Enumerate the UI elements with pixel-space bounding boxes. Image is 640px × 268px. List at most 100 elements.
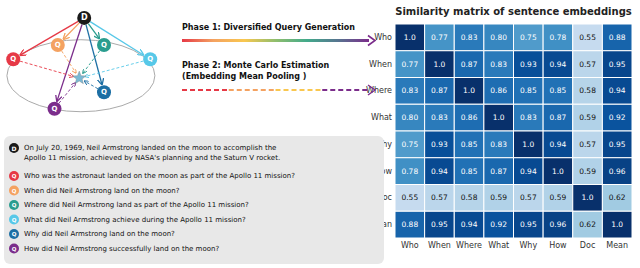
cell-label: 0.57 bbox=[431, 193, 448, 202]
cell-label: 0.92 bbox=[490, 220, 507, 229]
cell bbox=[484, 211, 514, 238]
y-tick-label: What bbox=[371, 113, 392, 122]
cell bbox=[425, 211, 455, 238]
dashed-arrow bbox=[85, 61, 143, 77]
x-tick-label: Where bbox=[456, 241, 482, 250]
cell-label: 0.94 bbox=[550, 60, 567, 69]
question-text: Who was the astronaut landed on the moon… bbox=[24, 172, 295, 180]
cell bbox=[454, 211, 484, 238]
cell-label: 0.95 bbox=[520, 220, 537, 229]
question-text: When did Neil Armstrong land on the moon… bbox=[24, 187, 180, 195]
cell-label: 0.85 bbox=[461, 140, 478, 149]
cell bbox=[602, 104, 632, 131]
cell bbox=[543, 131, 573, 158]
cell bbox=[484, 185, 514, 212]
node-label: Q bbox=[12, 202, 17, 208]
cell-label: 0.58 bbox=[461, 193, 478, 202]
phase-text: (Embedding Mean Pooling ) bbox=[182, 72, 306, 81]
phase-arrow bbox=[182, 89, 229, 91]
cell bbox=[484, 104, 514, 131]
cell bbox=[425, 78, 455, 105]
cell bbox=[543, 211, 573, 238]
cell-label: 0.96 bbox=[609, 167, 626, 176]
cell-label: 0.75 bbox=[520, 33, 537, 42]
cell bbox=[395, 51, 425, 78]
cell-label: 0.87 bbox=[550, 113, 567, 122]
dashed-arrow bbox=[83, 51, 100, 74]
cell-label: 0.59 bbox=[579, 167, 596, 176]
cell-label: 1.0 bbox=[433, 60, 445, 69]
cell bbox=[454, 185, 484, 212]
dashed-arrow bbox=[62, 51, 76, 73]
cell bbox=[602, 185, 632, 212]
cell bbox=[425, 24, 455, 51]
cell bbox=[514, 185, 544, 212]
node-label: Q bbox=[101, 88, 107, 96]
cell-label: 0.59 bbox=[550, 193, 567, 202]
doc-text: Apollo 11 mission, achieved by NASA's pl… bbox=[24, 154, 280, 162]
cell bbox=[454, 24, 484, 51]
mean-star bbox=[73, 71, 86, 84]
cell bbox=[454, 131, 484, 158]
x-tick-label: What bbox=[488, 241, 509, 250]
node bbox=[9, 229, 19, 239]
phase-text: Phase 1: Diversified Query Generation bbox=[182, 23, 355, 32]
cell-label: 1.0 bbox=[582, 193, 594, 202]
dashed-arrow bbox=[84, 81, 97, 89]
cell bbox=[454, 104, 484, 131]
cell-label: 0.58 bbox=[579, 86, 596, 95]
cell-label: 0.83 bbox=[431, 113, 448, 122]
cell bbox=[543, 104, 573, 131]
node-label: Q bbox=[12, 173, 17, 179]
node bbox=[48, 102, 62, 116]
cell bbox=[514, 211, 544, 238]
dashed-arrow bbox=[20, 61, 74, 76]
cell bbox=[454, 78, 484, 105]
cell-label: 0.55 bbox=[579, 33, 596, 42]
cell-label: 1.0 bbox=[522, 140, 534, 149]
cell bbox=[395, 24, 425, 51]
text-box bbox=[4, 136, 384, 264]
node bbox=[143, 52, 157, 66]
y-tick-label: Who bbox=[374, 33, 392, 42]
cell bbox=[425, 51, 455, 78]
cell-labels: 1.00.770.830.800.750.780.550.880.771.00.… bbox=[401, 33, 625, 229]
node bbox=[9, 200, 19, 210]
node bbox=[97, 38, 111, 52]
cell-label: 0.92 bbox=[609, 113, 626, 122]
cell-label: 0.83 bbox=[461, 33, 478, 42]
cell bbox=[573, 78, 603, 105]
cell-label: 0.83 bbox=[401, 86, 418, 95]
cell-label: 0.94 bbox=[609, 86, 626, 95]
question-text: How did Neil Armstrong successfully land… bbox=[24, 245, 219, 253]
arrow bbox=[63, 23, 79, 39]
cell-label: 0.57 bbox=[579, 60, 596, 69]
cell bbox=[514, 104, 544, 131]
cell-label: 0.78 bbox=[401, 167, 418, 176]
cell-label: 0.87 bbox=[490, 167, 507, 176]
cell-label: 0.86 bbox=[490, 86, 507, 95]
x-tick-label: When bbox=[428, 241, 451, 250]
cell-label: 0.93 bbox=[520, 60, 537, 69]
cell bbox=[543, 24, 573, 51]
cell-label: 0.88 bbox=[401, 220, 418, 229]
node bbox=[77, 11, 91, 25]
cell bbox=[454, 51, 484, 78]
x-tick-label: Why bbox=[519, 241, 537, 250]
cell bbox=[484, 158, 514, 185]
cell bbox=[573, 158, 603, 185]
question-text: Why did Neil Armstrong land on the moon? bbox=[24, 230, 175, 238]
cell-label: 0.85 bbox=[550, 86, 567, 95]
node bbox=[9, 186, 19, 196]
cell bbox=[602, 131, 632, 158]
x-tick-label: How bbox=[549, 241, 567, 250]
cell-label: 0.95 bbox=[609, 60, 626, 69]
cells bbox=[395, 24, 632, 238]
cell bbox=[484, 78, 514, 105]
node-label: D bbox=[81, 13, 88, 22]
cell-label: 0.59 bbox=[490, 193, 507, 202]
cell bbox=[395, 131, 425, 158]
node-label: Q bbox=[52, 105, 58, 113]
node-label: Q bbox=[12, 188, 17, 194]
cell-label: 0.95 bbox=[609, 140, 626, 149]
